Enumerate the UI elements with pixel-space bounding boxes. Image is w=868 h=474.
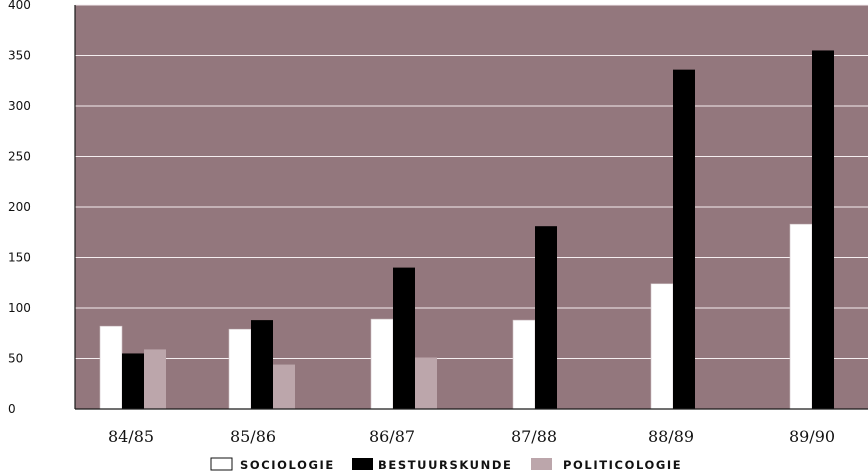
y-tick-label: 200	[8, 200, 31, 214]
legend-swatch-bestuurskunde	[352, 458, 373, 470]
legend-swatch-sociologie	[210, 457, 233, 471]
y-tick-label: 350	[8, 49, 31, 63]
y-tick-label: 150	[8, 251, 31, 265]
x-tick-label: 88/89	[648, 427, 694, 446]
legend-label-sociologie: SOCIOLOGIE	[240, 458, 335, 472]
bar	[370, 318, 394, 410]
plot-area	[74, 4, 868, 410]
bar	[144, 349, 166, 409]
y-tick-label: 400	[8, 0, 31, 12]
legend-swatch-politicologie	[531, 458, 552, 470]
bar	[650, 283, 674, 410]
y-tick-label: 0	[8, 402, 16, 416]
bar	[99, 325, 123, 410]
bar	[122, 353, 144, 409]
y-tick-label: 50	[8, 352, 23, 366]
bar	[673, 69, 695, 409]
legend: SOCIOLOGIE BESTUURSKUNDE POLITICOLOGIE	[210, 457, 682, 472]
bar	[789, 223, 813, 410]
x-tick-label: 85/86	[230, 427, 276, 446]
bar	[512, 319, 536, 410]
y-tick-label: 300	[8, 99, 31, 113]
legend-label-bestuurskunde: BESTUURSKUNDE	[378, 458, 512, 472]
bar	[393, 267, 415, 409]
bar	[812, 50, 834, 409]
y-tick-label: 100	[8, 301, 31, 315]
x-tick-label: 89/90	[789, 427, 835, 446]
bar	[415, 357, 437, 409]
x-tick-label: 86/87	[369, 427, 415, 446]
legend-label-politicologie: POLITICOLOGIE	[563, 458, 682, 472]
y-axis-ticks: 0 50 100 150 200 250 300 350 400	[8, 0, 31, 416]
x-axis-ticks: 84/85 85/86 86/87 87/88 88/89 89/90	[108, 427, 835, 446]
y-tick-label: 250	[8, 150, 31, 164]
x-tick-label: 84/85	[108, 427, 154, 446]
bar	[228, 328, 252, 410]
bar	[251, 320, 273, 409]
bar	[273, 364, 295, 409]
bar	[535, 226, 557, 409]
x-tick-label: 87/88	[511, 427, 557, 446]
